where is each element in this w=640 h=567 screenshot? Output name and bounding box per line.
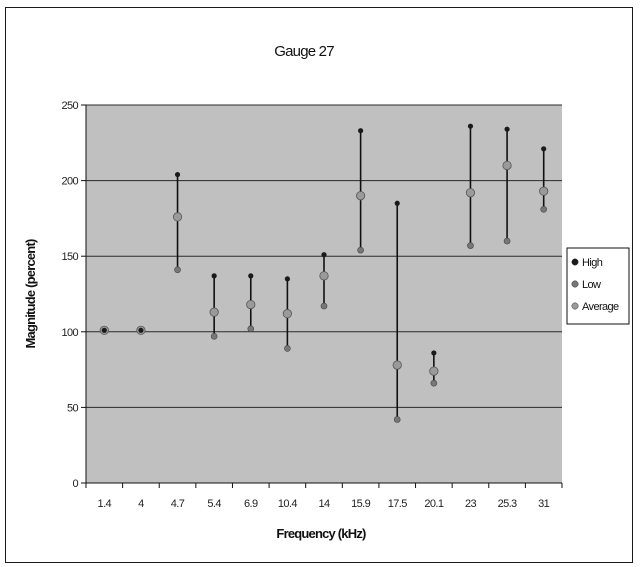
y-tick-label-100: 100 <box>61 327 78 339</box>
legend-items: High Low Average <box>571 257 620 313</box>
y-axis-title: Magnitude (percent) <box>23 239 38 348</box>
high-point-31 <box>541 146 547 152</box>
x-tick-label-5.4: 5.4 <box>207 498 221 510</box>
average-point-25.3 <box>502 160 512 171</box>
high-point-4 <box>138 327 144 333</box>
x-tick-label-15.9: 15.9 <box>351 498 370 510</box>
x-tick-label-31: 31 <box>538 498 550 510</box>
low-point-17.5 <box>393 416 401 423</box>
high-point-15.9 <box>358 128 364 134</box>
high-point-23 <box>467 123 474 129</box>
low-point-25.3 <box>503 237 511 245</box>
y-tick-label-200: 200 <box>61 176 78 188</box>
x-tick-label-6.9: 6.9 <box>244 498 258 510</box>
y-tick-label-150: 150 <box>61 251 78 263</box>
high-point-14 <box>321 252 327 258</box>
low-point-10.4 <box>284 345 291 352</box>
legend-marker-low <box>571 280 579 288</box>
y-tick-label-50: 50 <box>67 402 79 414</box>
chart-title: Gauge 27 <box>274 43 334 60</box>
average-point-14 <box>319 271 329 281</box>
high-point-25.3 <box>504 126 510 132</box>
legend-label-low: Low <box>582 279 601 291</box>
high-point-20.1 <box>431 350 437 356</box>
average-point-15.9 <box>356 191 366 201</box>
average-point-31 <box>539 186 549 196</box>
y-tick-label-250: 250 <box>61 100 78 112</box>
low-point-31 <box>540 206 547 213</box>
chart-frame: 0 50 100 150 200 250 1.4 4 4.7 5.4 6.9 10.4 14 15.9 17… <box>5 7 633 563</box>
legend-label-average: Average <box>582 301 619 313</box>
high-point-17.5 <box>394 200 400 206</box>
x-tick-label-10.4: 10.4 <box>278 498 297 510</box>
legend-marker-high <box>571 258 579 266</box>
low-point-6.9 <box>247 325 255 333</box>
x-tick-label-4.7: 4.7 <box>171 498 185 510</box>
low-point-15.9 <box>357 246 364 254</box>
high-point-10.4 <box>284 276 290 282</box>
high-point-4.7 <box>174 171 181 178</box>
low-point-5.4 <box>210 333 218 340</box>
x-tick-label-1.4: 1.4 <box>98 498 112 510</box>
average-point-5.4 <box>209 307 219 317</box>
low-point-4.7 <box>174 266 181 274</box>
legend: High Low Average <box>566 247 630 325</box>
high-point-5.4 <box>211 273 217 279</box>
legend-marker-average <box>571 302 579 310</box>
legend-label-high: High <box>582 257 603 269</box>
average-point-10.4 <box>282 309 292 319</box>
chart-svg: 0 50 100 150 200 250 1.4 4 4.7 5.4 6.9 10.4 14 15.9 17… <box>23 43 630 541</box>
x-tick-label-4: 4 <box>138 498 144 510</box>
low-point-14 <box>320 302 328 310</box>
data-series <box>99 123 549 423</box>
high-point-1.4 <box>101 327 107 333</box>
average-point-6.9 <box>246 299 256 310</box>
average-point-17.5 <box>392 360 402 370</box>
x-tick-label-17.5: 17.5 <box>388 498 407 510</box>
average-point-20.1 <box>429 366 439 376</box>
average-point-23 <box>465 188 476 198</box>
x-tick-label-23: 23 <box>465 498 477 510</box>
x-axis-title: Frequency (kHz) <box>276 526 366 541</box>
x-tick-label-25.3: 25.3 <box>498 498 517 510</box>
y-tick-label-0: 0 <box>72 478 78 490</box>
x-tick-label-20.1: 20.1 <box>424 498 443 510</box>
high-point-6.9 <box>248 273 254 279</box>
average-point-4.7 <box>172 212 183 222</box>
low-point-20.1 <box>430 379 438 387</box>
low-point-23 <box>467 242 474 249</box>
x-tick-label-14: 14 <box>318 498 330 510</box>
axes: 0 50 100 150 200 250 1.4 4 4.7 5.4 6.9 10.4 14 15.9 17… <box>61 100 563 510</box>
